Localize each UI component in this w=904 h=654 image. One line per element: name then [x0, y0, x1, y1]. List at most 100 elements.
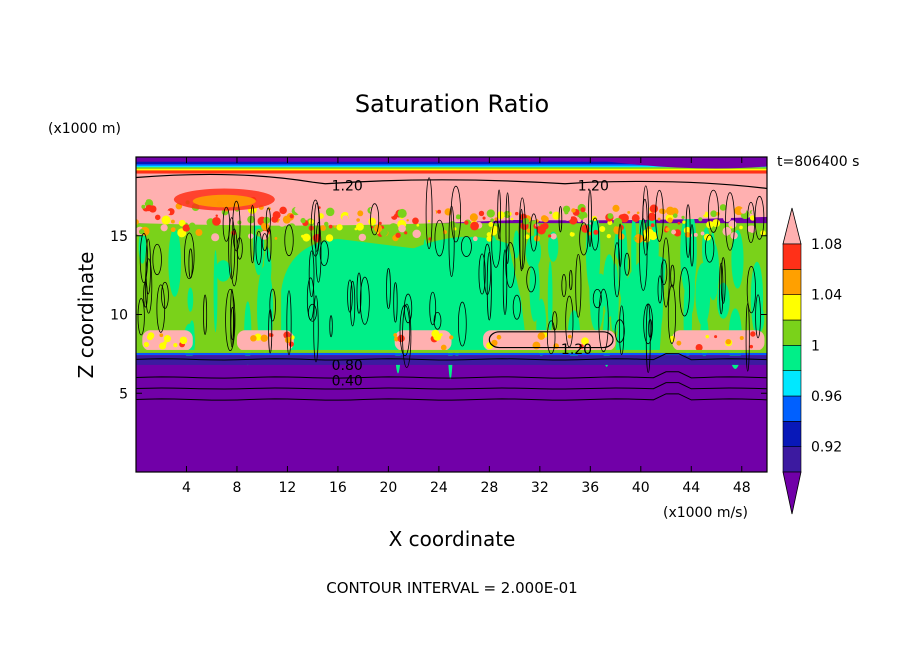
contour-cell	[720, 257, 726, 304]
field-lower-speckle	[163, 335, 172, 343]
contour-cell	[359, 276, 370, 325]
contour-cell	[725, 192, 735, 251]
field-speckle	[569, 216, 578, 225]
contour-cell	[429, 291, 437, 326]
field-speckle	[325, 234, 334, 242]
field-warm-core	[192, 194, 256, 208]
field-speckle	[325, 207, 335, 217]
contour-cell	[255, 230, 263, 265]
field-speckle	[356, 218, 360, 222]
field-lower-pink	[672, 330, 765, 351]
field-speckle	[320, 225, 326, 232]
field-speckle	[716, 212, 720, 216]
field-speckle	[712, 219, 721, 228]
contour-cell	[561, 274, 567, 298]
field-filament	[643, 282, 652, 351]
field-speckle	[740, 207, 747, 214]
contour-cell	[667, 284, 676, 344]
time-label: t=806400 s	[777, 154, 859, 170]
field-speckle	[170, 219, 175, 224]
field-filament	[585, 207, 601, 295]
contour-cell	[614, 319, 625, 343]
field-lower-speckle	[705, 334, 709, 339]
field-speckle	[649, 204, 659, 213]
x-axis-label: X coordinate	[389, 527, 516, 551]
field-speckle	[137, 195, 147, 205]
field-speckle	[723, 214, 732, 223]
contour-cell	[139, 233, 148, 284]
contour-label: 0.80	[332, 358, 363, 374]
x-tick-label: 28	[480, 480, 498, 496]
contour-cell	[349, 280, 356, 327]
field-speckle	[613, 217, 623, 227]
field-speckle	[510, 217, 514, 221]
field-lower-speckle	[449, 335, 454, 340]
contour-cell	[184, 232, 195, 280]
contour-cell	[404, 293, 413, 324]
contour-cell	[708, 189, 719, 233]
field-speckle	[472, 236, 478, 242]
colorbar-label: 1.08	[811, 237, 842, 253]
field-speckle	[634, 233, 644, 244]
field-filament	[303, 289, 311, 348]
field-lower-speckle	[749, 344, 754, 349]
contour-cell	[230, 288, 234, 348]
contour-cell	[386, 268, 391, 309]
y-unit-label: (x1000 m)	[48, 121, 121, 137]
field-speckle	[607, 213, 614, 219]
colorbar-band	[782, 243, 802, 270]
contour-cell	[657, 275, 663, 304]
x-tick-label: 4	[182, 480, 191, 496]
contour-cell	[505, 242, 516, 288]
x-tick-label: 16	[329, 480, 347, 496]
field-speckle	[279, 206, 287, 215]
contour-cell	[393, 282, 398, 323]
field-filament	[731, 230, 744, 289]
field-speckle	[494, 217, 499, 222]
contour-cell	[232, 200, 241, 252]
field-speckle	[218, 226, 223, 231]
chart-title: Saturation Ratio	[355, 90, 549, 118]
colorbar-label: 0.92	[811, 440, 842, 456]
field-speckle	[294, 206, 301, 213]
contour-cell	[575, 253, 582, 318]
field-speckle	[412, 217, 419, 225]
field-speckle	[601, 210, 607, 216]
contour-cell	[624, 252, 630, 276]
contour-0-40	[136, 371, 767, 379]
field-speckle	[416, 223, 420, 227]
contour-cell	[269, 288, 276, 322]
field-filament	[547, 261, 553, 334]
field-speckle	[682, 220, 686, 224]
field-speckle	[154, 214, 161, 221]
field-speckle	[300, 217, 306, 224]
field-speckle	[562, 205, 571, 213]
contour-cell	[486, 252, 492, 321]
contour-cell	[754, 195, 765, 240]
field-speckle	[333, 225, 337, 228]
field-speckle	[207, 223, 213, 228]
field-speckle	[397, 208, 407, 219]
field-teal-east	[615, 255, 667, 351]
field-speckle	[455, 214, 461, 220]
field-speckle	[665, 206, 675, 216]
field-filament	[525, 235, 542, 269]
field-speckle	[569, 225, 578, 233]
field-speckle	[178, 219, 186, 227]
field-filament	[686, 253, 695, 316]
contour-cell	[497, 189, 501, 240]
contour-cell	[746, 201, 755, 244]
field-speckle	[722, 226, 732, 236]
field-speckle	[259, 230, 269, 240]
field-speckle	[647, 212, 657, 221]
field-speckle	[672, 213, 678, 218]
field-speckle	[677, 221, 681, 225]
field-lower-speckle	[496, 334, 502, 340]
y-tick-label: 15	[110, 229, 128, 245]
contour-cell	[643, 303, 654, 345]
contour-cell	[152, 243, 162, 276]
field-speckle	[486, 235, 493, 242]
field-lower-speckle	[393, 333, 398, 337]
field-speckle	[136, 219, 139, 225]
colorbar-max-triangle	[782, 207, 802, 245]
